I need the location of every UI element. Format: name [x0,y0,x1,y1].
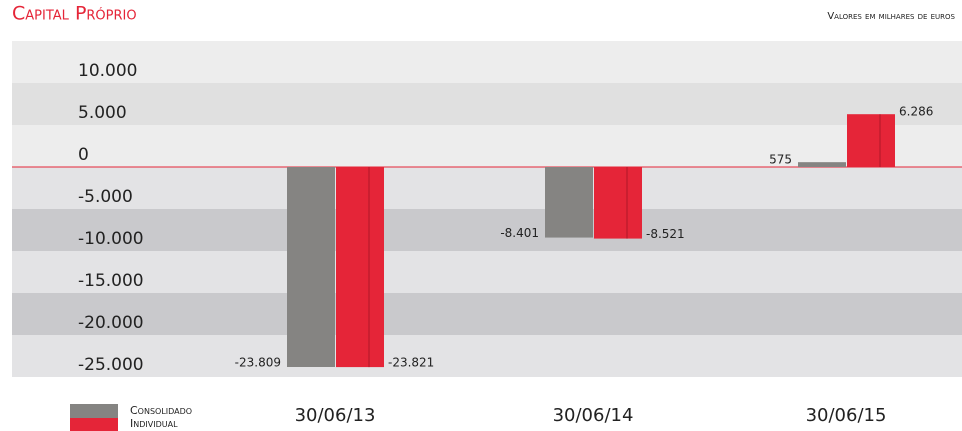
y-tick-label: -5.000 [78,187,133,207]
band [12,125,962,167]
value-label: -23.821 [388,356,434,370]
value-label: -8.521 [646,227,685,241]
value-label: 575 [769,153,792,167]
bar [287,167,335,367]
y-tick-label: -20.000 [78,313,144,333]
legend-swatch [70,418,118,431]
y-tick-label: 10.000 [78,61,137,81]
bar [847,114,895,167]
x-tick-label: 30/06/14 [553,405,634,426]
bar [798,162,846,167]
value-label: -8.401 [500,226,539,240]
chart-title: Capital Próprio [12,3,137,25]
band [12,335,962,377]
band [12,293,962,335]
band [12,83,962,125]
value-label: 6.286 [899,105,933,119]
y-tick-label: 0 [78,145,89,165]
band [12,251,962,293]
band [12,167,962,209]
chart-subtitle: Valores em milhares de euros [827,11,955,22]
bar [594,167,642,239]
bar [545,167,593,238]
band [12,41,962,83]
value-label: -23.809 [235,355,281,369]
legend-label: Consolidado [130,404,192,417]
y-tick-label: 5.000 [78,103,127,123]
legend-swatch [70,404,118,418]
stripes [12,41,962,377]
bar [336,167,384,368]
y-tick-label: -10.000 [78,229,144,249]
band [12,209,962,251]
y-tick-label: -15.000 [78,271,144,291]
x-tick-label: 30/06/15 [806,405,887,426]
y-tick-label: -25.000 [78,355,144,375]
x-tick-label: 30/06/13 [295,405,376,426]
legend-label: Individual [130,417,178,430]
